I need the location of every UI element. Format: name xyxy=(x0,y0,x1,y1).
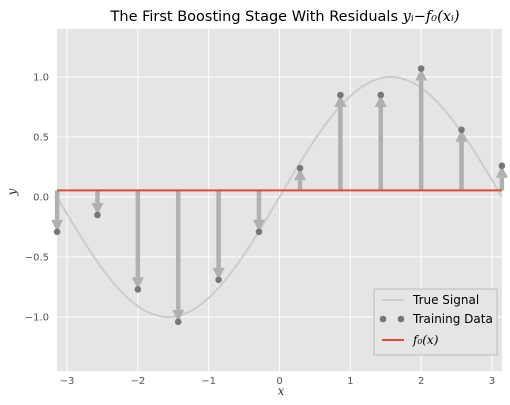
residual-arrow-head xyxy=(415,68,428,81)
y-tick-label: 1.0 xyxy=(33,73,49,84)
residual-arrow-head xyxy=(334,95,347,107)
x-tick-label: 1 xyxy=(347,376,353,387)
legend-label-training-data: Training Data xyxy=(412,312,493,326)
training-point xyxy=(174,318,182,326)
legend-swatch-training-point-2 xyxy=(397,315,405,323)
residual-arrow xyxy=(455,129,468,191)
residual-arrow-head xyxy=(294,168,307,181)
residual-arrow xyxy=(294,168,307,191)
residual-arrow xyxy=(334,95,347,191)
residual-arrow xyxy=(91,190,104,215)
y-axis-label: y xyxy=(5,188,19,196)
residual-arrow-head xyxy=(374,95,387,107)
y-tick-label: −1.0 xyxy=(25,313,49,324)
legend-label-f0: f₀(x) xyxy=(412,333,439,347)
residual-arrow-head xyxy=(212,267,225,280)
residual-arrow xyxy=(131,190,144,290)
residual-arrow-head xyxy=(51,219,64,232)
residual-arrow xyxy=(172,190,185,322)
x-axis-label: x xyxy=(278,384,285,398)
x-tick-label: −3 xyxy=(60,376,75,387)
residual-arrow-head xyxy=(455,129,468,142)
training-point xyxy=(337,91,344,99)
residual-arrow xyxy=(51,190,64,232)
x-tick-label: −2 xyxy=(130,376,145,387)
training-point xyxy=(255,228,263,236)
x-tick-label: 2 xyxy=(418,376,424,387)
legend-label-true-signal: True Signal xyxy=(412,293,479,307)
y-tick-label: −0.5 xyxy=(25,253,49,264)
residual-arrows xyxy=(51,68,508,322)
residual-arrow xyxy=(252,190,265,232)
training-point xyxy=(296,164,304,172)
residual-arrow xyxy=(495,165,508,191)
training-point xyxy=(458,126,465,134)
y-tick-label: 0.5 xyxy=(33,133,49,144)
true-signal-line xyxy=(56,75,503,319)
y-tick-label: 0.0 xyxy=(33,193,49,204)
x-tick-labels: −3 −2 −1 0 1 2 3 xyxy=(60,376,496,387)
residual-arrow-head xyxy=(172,309,185,322)
residual-arrow-head xyxy=(91,203,104,215)
residual-arrow-head xyxy=(131,277,144,290)
x-tick-label: 3 xyxy=(489,376,495,387)
residual-arrow xyxy=(415,68,428,191)
legend-swatch-training-point-1 xyxy=(379,315,387,323)
training-point xyxy=(377,91,385,99)
residual-arrow-head xyxy=(252,219,265,232)
chart-title: The First Boosting Stage With Residuals … xyxy=(110,9,460,25)
training-point xyxy=(53,228,61,236)
residual-arrow-head xyxy=(495,165,508,178)
training-point xyxy=(215,276,222,284)
y-tick-labels: −1.0 −0.5 0.0 0.5 1.0 xyxy=(25,73,49,324)
x-tick-label: 0 xyxy=(276,376,282,387)
training-point xyxy=(94,211,101,219)
training-point xyxy=(134,286,142,293)
residual-arrow xyxy=(374,95,387,191)
true-signal-curve xyxy=(56,75,503,319)
training-point xyxy=(498,162,506,170)
x-tick-label: −1 xyxy=(201,376,216,387)
training-point xyxy=(417,65,425,72)
legend: True Signal Training Data f₀(x) xyxy=(373,288,498,356)
training-points xyxy=(53,65,506,326)
residual-arrow xyxy=(212,190,225,280)
